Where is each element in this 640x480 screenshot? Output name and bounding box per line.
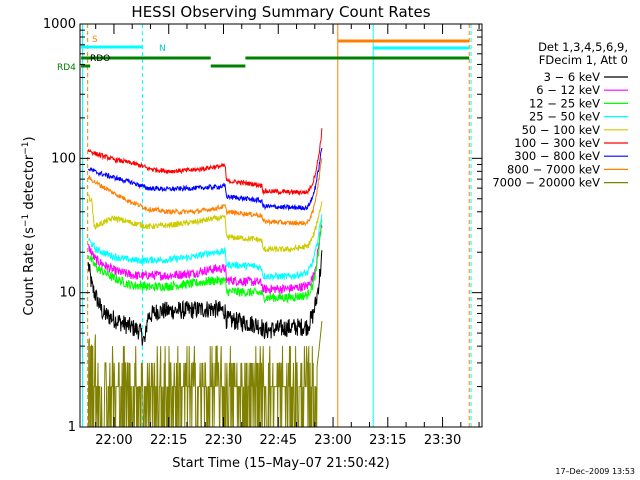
- legend-header-line: FDecim 1, Att 0: [539, 53, 628, 67]
- series-line: [88, 214, 323, 282]
- legend-label: 7000 − 20000 keV: [492, 176, 600, 190]
- x-tick-label: 23:00: [314, 433, 351, 448]
- y-label-sup1: −1: [21, 214, 31, 227]
- y-axis-label: Count Rate (s−1 detector−1): [21, 136, 37, 315]
- plot-area: [81, 24, 472, 428]
- x-tick-label: 22:15: [150, 433, 187, 448]
- x-tick-label: 22:00: [95, 433, 132, 448]
- legend-header-line: Det 1,3,4,5,6,9,: [538, 40, 628, 54]
- y-tick-label: 100: [51, 151, 76, 166]
- x-tick-label: 22:30: [205, 433, 242, 448]
- y-label-mid: detector: [22, 154, 37, 214]
- legend-label: 6 − 12 keV: [536, 83, 600, 97]
- y-tick-label: 1000: [43, 17, 76, 32]
- x-tick-label: 22:45: [260, 433, 297, 448]
- y-label-end: ): [22, 136, 37, 141]
- legend-label: 25 − 50 keV: [529, 110, 600, 124]
- series-line: [88, 193, 323, 253]
- x-axis-label: Start Time (15–May–07 21:50:42): [172, 456, 389, 471]
- legend-label: 300 − 800 keV: [514, 149, 600, 163]
- series-line: [87, 128, 323, 197]
- legend-label: 50 − 100 keV: [522, 123, 601, 137]
- series-line: [87, 321, 323, 428]
- y-tick-label: 1: [68, 420, 76, 435]
- y-tick-label: 10: [59, 286, 76, 301]
- axes: 1 10 100 1000 22:00 22:15 22:30 22:45 23:00 23:15…: [43, 17, 482, 448]
- annotation-n: N: [159, 44, 166, 54]
- footer-date: 17–Dec–2009 13:53: [555, 467, 635, 476]
- legend-label: 800 − 7000 keV: [507, 162, 600, 176]
- series-line: [87, 224, 323, 295]
- series-line: [87, 219, 323, 305]
- y-label-main: Count Rate (s: [22, 227, 37, 316]
- legend-label: 100 − 300 keV: [514, 136, 600, 150]
- annotation-s: S: [92, 35, 98, 45]
- legend-label: 3 − 6 keV: [544, 70, 601, 84]
- legend: Det 1,3,4,5,6,9,FDecim 1, Att 0 3 − 6 keV…: [492, 40, 628, 190]
- series-line: [87, 250, 323, 346]
- x-tick-label: 23:15: [369, 433, 406, 448]
- annotation-rd4: RD4: [57, 63, 76, 73]
- annotation-rdo: RDO: [90, 54, 110, 64]
- series-line: [87, 157, 323, 227]
- plot-frame: [79, 23, 483, 428]
- legend-label: 12 − 25 keV: [529, 96, 600, 110]
- y-label-sup2: −1: [21, 141, 31, 154]
- chart-title: HESSI Observing Summary Count Rates: [131, 3, 430, 21]
- x-tick-label: 23:30: [424, 433, 461, 448]
- series-line: [87, 147, 323, 212]
